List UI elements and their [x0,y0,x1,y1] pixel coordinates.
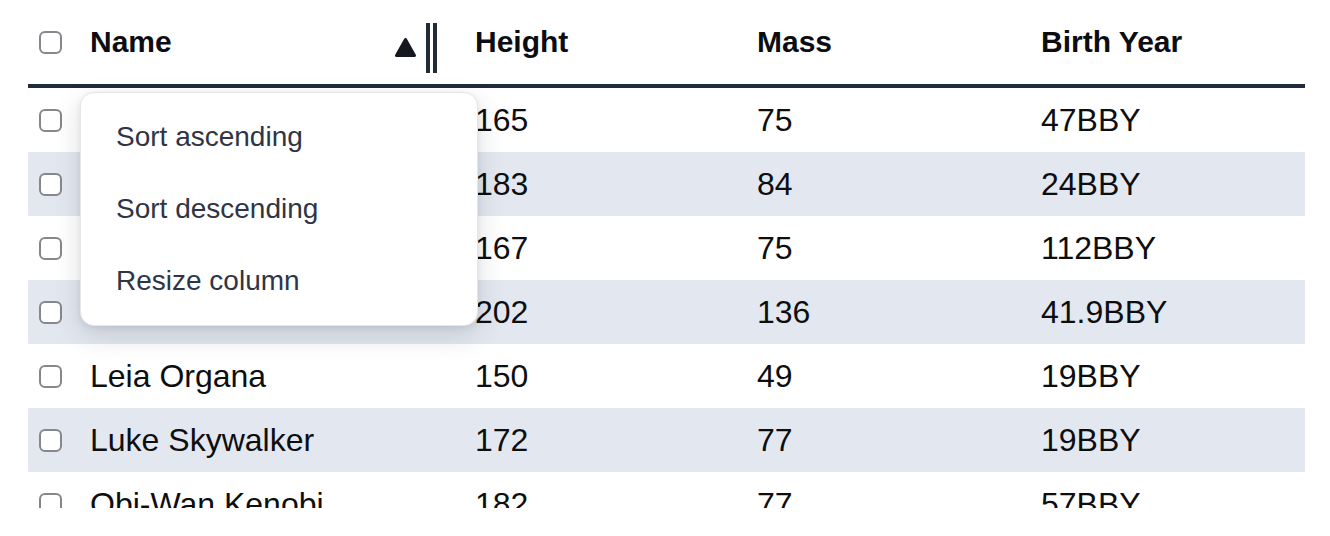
row-select-cell [28,88,79,152]
select-all-cell [28,0,79,84]
cell-mass: 75 [719,88,1003,152]
cell-birth-year: 47BBY [1003,88,1305,152]
column-header-height-label: Height [475,25,568,59]
cell-height: 150 [437,344,719,408]
cell-birth-year-text: 41.9BBY [1041,294,1167,331]
column-header-height[interactable]: Height [437,0,719,84]
cell-mass: 84 [719,152,1003,216]
row-checkbox[interactable] [39,301,62,324]
cell-height: 165 [437,88,719,152]
cell-height-text: 165 [475,102,528,139]
menu-item-label: Sort ascending [116,121,303,153]
column-header-mass[interactable]: Mass [719,0,1003,84]
menu-item-label: Sort descending [116,193,318,225]
column-resize-handle-icon[interactable] [426,23,437,73]
column-header-name[interactable]: Name [79,0,437,84]
column-context-menu: Sort ascending Sort descending Resize co… [80,92,478,326]
cell-mass-text: 49 [757,358,793,395]
menu-item-label: Resize column [116,265,300,297]
table-row[interactable]: Luke Skywalker 172 77 19BBY [28,408,1305,472]
cell-name: Luke Skywalker [79,408,437,472]
row-checkbox[interactable] [39,493,62,509]
cell-birth-year-text: 112BBY [1041,230,1156,267]
row-checkbox[interactable] [39,429,62,452]
cell-height-text: 202 [475,294,528,331]
table-row[interactable]: Obi-Wan Kenobi 182 77 57BBY [28,472,1305,508]
row-select-cell [28,152,79,216]
column-header-birth-year[interactable]: Birth Year [1003,0,1305,84]
cell-birth-year: 19BBY [1003,408,1305,472]
table-row[interactable]: Leia Organa 150 49 19BBY [28,344,1305,408]
cell-mass: 77 [719,472,1003,508]
cell-birth-year: 19BBY [1003,344,1305,408]
cell-birth-year-text: 19BBY [1041,358,1141,395]
column-header-mass-label: Mass [757,25,832,59]
row-select-cell [28,408,79,472]
row-checkbox[interactable] [39,109,62,132]
column-header-name-label: Name [90,25,172,59]
row-select-cell [28,344,79,408]
cell-height: 182 [437,472,719,508]
cell-birth-year: 24BBY [1003,152,1305,216]
cell-mass: 75 [719,216,1003,280]
cell-birth-year-text: 19BBY [1041,422,1141,459]
cell-height-text: 183 [475,166,528,203]
select-all-checkbox[interactable] [39,31,62,54]
row-checkbox[interactable] [39,173,62,196]
column-header-birth-year-label: Birth Year [1041,25,1182,59]
cell-name-text: Leia Organa [90,358,266,395]
table-header: Name Height Mass Birth Year [28,0,1305,88]
cell-mass-text: 77 [757,486,793,509]
cell-name: Leia Organa [79,344,437,408]
menu-item-resize-column[interactable]: Resize column [81,245,477,317]
cell-mass: 49 [719,344,1003,408]
cell-mass-text: 136 [757,294,810,331]
cell-height: 202 [437,280,719,344]
cell-birth-year-text: 57BBY [1041,486,1141,509]
cell-birth-year-text: 24BBY [1041,166,1141,203]
row-select-cell [28,280,79,344]
cell-height-text: 150 [475,358,528,395]
menu-item-sort-descending[interactable]: Sort descending [81,173,477,245]
cell-birth-year: 57BBY [1003,472,1305,508]
cell-mass-text: 75 [757,102,793,139]
cell-height-text: 182 [475,486,528,509]
row-checkbox[interactable] [39,237,62,260]
cell-height-text: 172 [475,422,528,459]
cell-mass-text: 84 [757,166,793,203]
cell-mass-text: 77 [757,422,793,459]
cell-mass-text: 75 [757,230,793,267]
cell-mass: 77 [719,408,1003,472]
sort-ascending-icon [394,37,417,58]
menu-item-sort-ascending[interactable]: Sort ascending [81,101,477,173]
cell-name-text: Obi-Wan Kenobi [90,486,324,509]
cell-birth-year-text: 47BBY [1041,102,1141,139]
cell-birth-year: 112BBY [1003,216,1305,280]
cell-height: 183 [437,152,719,216]
row-select-cell [28,216,79,280]
cell-height: 172 [437,408,719,472]
cell-birth-year: 41.9BBY [1003,280,1305,344]
row-checkbox[interactable] [39,365,62,388]
cell-mass: 136 [719,280,1003,344]
page: Name Height Mass Birth Year 165 [0,0,1330,536]
cell-name-text: Luke Skywalker [90,422,314,459]
row-select-cell [28,472,79,508]
cell-name: Obi-Wan Kenobi [79,472,437,508]
cell-height: 167 [437,216,719,280]
cell-height-text: 167 [475,230,528,267]
